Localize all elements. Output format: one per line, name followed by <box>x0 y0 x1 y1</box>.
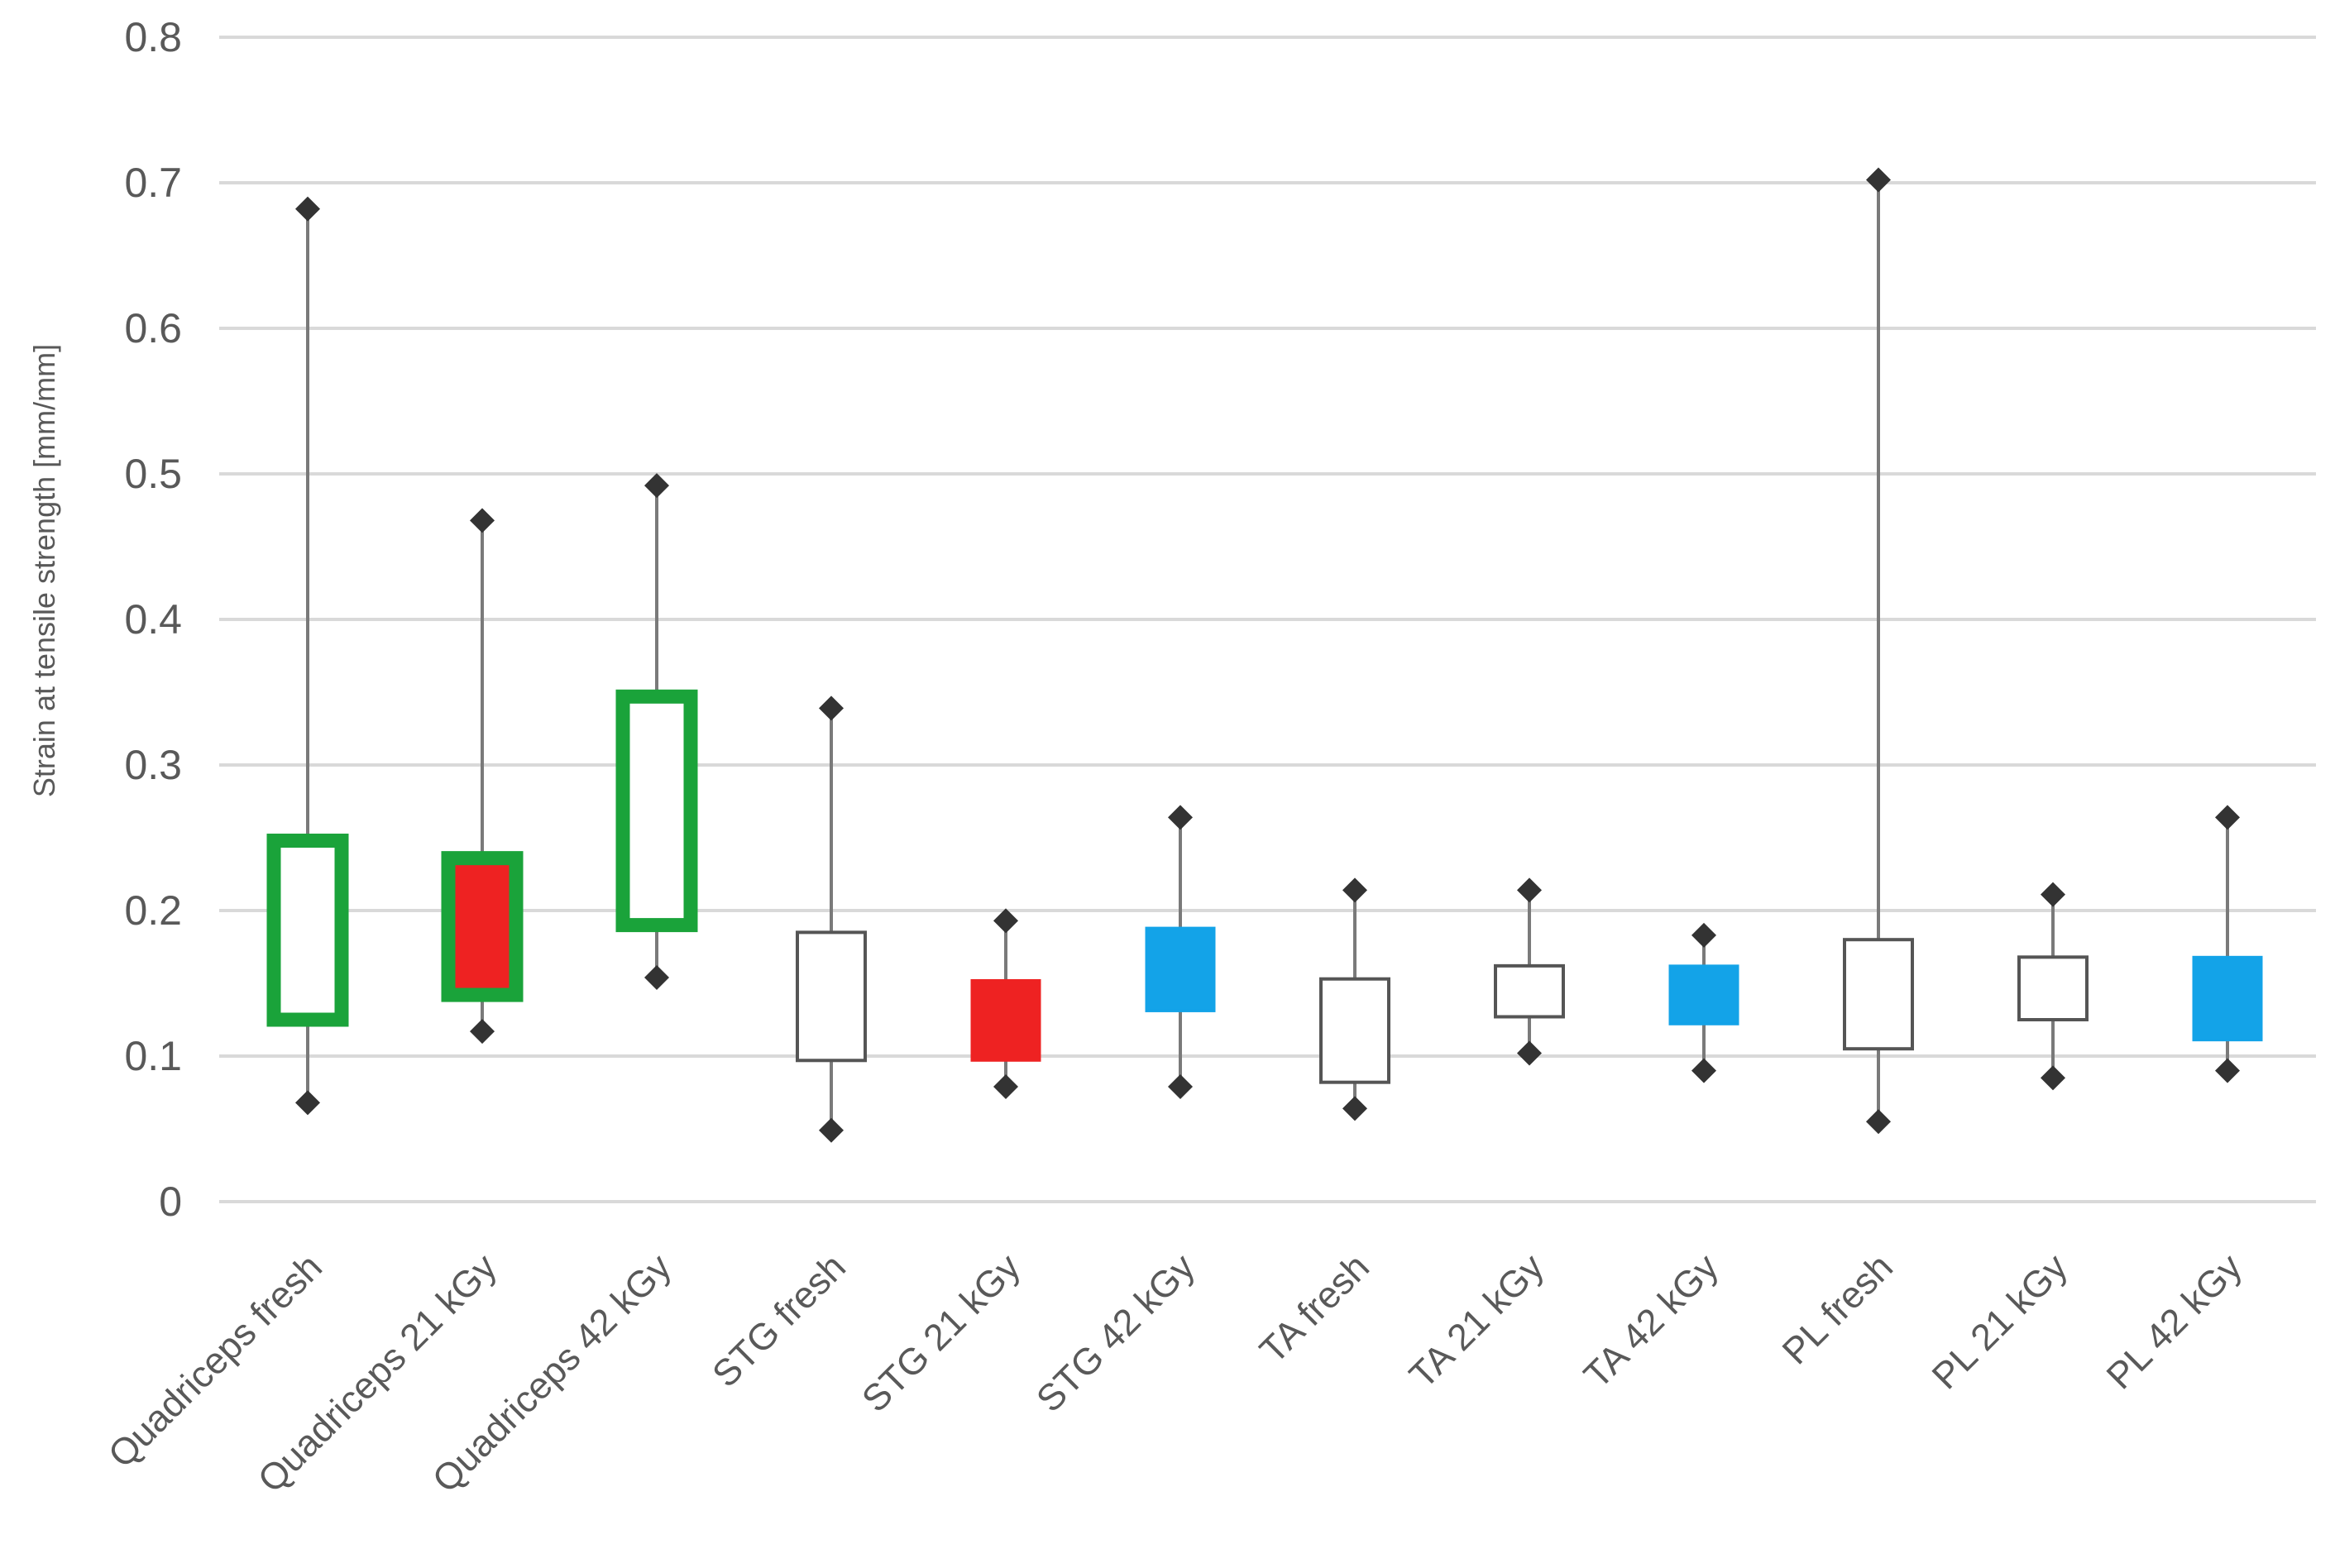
max-marker <box>819 696 844 721</box>
min-marker <box>819 1117 844 1143</box>
max-marker <box>644 473 669 499</box>
whisker-markers <box>295 167 2240 1143</box>
y-tick-label: 0.2 <box>124 887 182 934</box>
min-marker <box>1342 1096 1367 1121</box>
box-iqr <box>1668 964 1739 1025</box>
y-axis-tick-labels: 0 0.1 0.2 0.3 0.4 0.5 0.6 0.7 0.8 <box>124 14 182 1225</box>
x-category-label: PL 42 kGy <box>2098 1245 2251 1398</box>
max-marker <box>1866 167 1891 193</box>
y-axis-title: Strain at tensile strength [mm/mm] <box>27 344 61 797</box>
whiskers <box>306 179 2229 1131</box>
x-category-label: STG 21 kGy <box>854 1245 1028 1420</box>
y-tick-label: 0.3 <box>124 742 182 788</box>
box-iqr <box>615 689 698 933</box>
box-iqr <box>970 978 1041 1062</box>
x-category-label: PL 21 kGy <box>1924 1245 2076 1398</box>
min-marker <box>644 964 669 990</box>
max-marker <box>2215 805 2240 830</box>
min-marker <box>295 1090 320 1116</box>
min-marker <box>1517 1040 1542 1066</box>
max-marker <box>1168 805 1193 830</box>
min-marker <box>1866 1109 1891 1135</box>
y-tick-label: 0.4 <box>124 596 182 643</box>
max-marker <box>1691 922 1716 948</box>
x-category-label: TA 42 kGy <box>1576 1245 1727 1397</box>
box-iqr <box>2017 955 2089 1021</box>
box-iqr <box>1843 938 1914 1051</box>
min-marker <box>993 1073 1018 1099</box>
max-marker <box>993 908 1018 934</box>
box-iqr <box>266 834 349 1027</box>
box-iqr <box>2192 955 2263 1042</box>
y-tick-label: 0.1 <box>124 1033 182 1079</box>
x-category-label: TA 21 kGy <box>1401 1245 1553 1397</box>
y-tick-label: 0.7 <box>124 160 182 206</box>
min-marker <box>2215 1058 2240 1083</box>
y-tick-label: 0 <box>159 1178 182 1225</box>
box-iqr <box>1494 963 1565 1019</box>
min-marker <box>1168 1073 1193 1099</box>
x-category-label: STG fresh <box>704 1245 854 1395</box>
max-marker <box>2041 882 2065 907</box>
gridlines <box>219 36 2316 1203</box>
min-marker <box>470 1019 495 1045</box>
max-marker <box>295 196 320 222</box>
y-tick-label: 0.5 <box>124 451 182 497</box>
min-marker <box>2041 1065 2065 1091</box>
x-category-label: TA fresh <box>1251 1245 1377 1371</box>
boxes <box>266 689 2263 1084</box>
y-tick-label: 0.8 <box>124 14 182 60</box>
box-iqr <box>796 930 867 1063</box>
y-tick-label: 0.6 <box>124 305 182 351</box>
max-marker <box>470 508 495 533</box>
x-category-label: PL fresh <box>1774 1245 1901 1372</box>
max-marker <box>1517 877 1542 903</box>
box-iqr <box>441 851 524 1002</box>
box-iqr <box>1319 977 1390 1084</box>
x-category-label: STG 42 kGy <box>1028 1245 1203 1420</box>
box-iqr <box>1145 926 1216 1012</box>
min-marker <box>1691 1058 1716 1083</box>
max-marker <box>1342 877 1367 903</box>
